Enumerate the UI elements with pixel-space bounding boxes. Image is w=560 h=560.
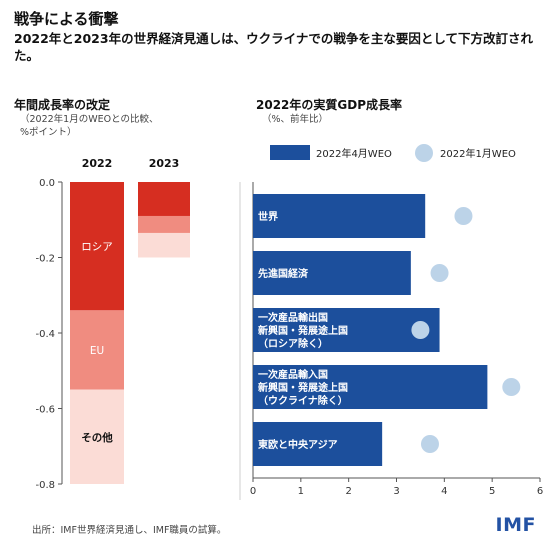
revision-bar-segment <box>70 182 124 311</box>
revision-bar-segment <box>138 232 190 258</box>
gdp-category-label-line: 世界 <box>258 210 278 223</box>
legend-label-apr: 2022年4月WEO <box>316 147 392 160</box>
segment-label: その他 <box>81 431 113 444</box>
right-x-tick-label: 3 <box>393 486 399 497</box>
gdp-category-label: 一次産品輸入国新興国・発展途上国（ウクライナ除く） <box>258 368 348 407</box>
right-x-tick-label: 4 <box>441 486 447 497</box>
left-y-tick-label: -0.2 <box>35 254 55 265</box>
gdp-dot-jan <box>420 435 439 453</box>
gdp-category-label: 一次産品輸出国新興国・発展途上国（ロシア除く） <box>258 311 348 350</box>
gdp-category-label-line: 一次産品輸入国 <box>258 368 328 381</box>
chart-subtitle: 2022年と2023年の世界経済見通しは、ウクライナでの戦争を主な要因として下方… <box>14 31 533 63</box>
gdp-category-label-line: （ロシア除く） <box>258 337 328 350</box>
right-x-tick-label: 6 <box>537 486 543 497</box>
gdp-dot-jan <box>502 378 521 396</box>
gdp-category-label-line: （ウクライナ除く） <box>258 394 348 407</box>
source-note: 出所：IMF世界経済見通し、IMF職員の試算。 <box>32 525 227 536</box>
right-x-tick-label: 1 <box>298 486 304 497</box>
left-y-tick-label: -0.4 <box>35 329 55 340</box>
gdp-category-label: 先進国経済 <box>258 267 309 280</box>
legend-label-jan: 2022年1月WEO <box>440 147 516 160</box>
segment-label: EU <box>90 345 104 357</box>
left-category-label: 2023 <box>149 157 180 170</box>
gdp-bar-apr <box>253 194 426 238</box>
gdp-dot-jan <box>430 264 449 282</box>
right-panel-title: 2022年の実質GDP成長率 <box>256 98 403 112</box>
revision-bar-segment <box>138 215 190 233</box>
legend-swatch-apr <box>270 145 310 160</box>
right-x-tick-label: 2 <box>345 486 351 497</box>
gdp-category-label-line: 東欧と中央アジア <box>258 438 338 451</box>
revision-bar-segment <box>70 389 124 484</box>
right-x-tick-label: 0 <box>250 486 256 497</box>
imf-logo: IMF <box>495 514 536 536</box>
revision-bar-segment <box>138 182 190 216</box>
legend-swatch-jan <box>415 144 433 162</box>
right-panel-subtitle: （%、前年比） <box>262 114 329 125</box>
gdp-category-label-line: 一次産品輸出国 <box>258 311 328 324</box>
left-panel-subtitle: （2022年1月のWEOとの比較、 %ポイント） <box>20 114 159 138</box>
left-y-tick-label: -0.6 <box>35 405 55 416</box>
revision-bar-segment <box>70 310 124 390</box>
gdp-category-label-line: 新興国・発展途上国 <box>258 381 348 394</box>
gdp-category-label: 世界 <box>258 210 278 223</box>
chart-title: 戦争による衝撃 <box>14 10 119 28</box>
gdp-bar-apr <box>253 422 383 466</box>
left-category-label: 2022 <box>82 157 113 170</box>
gdp-category-label-line: 新興国・発展途上国 <box>258 324 348 337</box>
right-x-tick-label: 5 <box>489 486 495 497</box>
gdp-bar-apr <box>253 308 440 352</box>
gdp-bar-apr <box>253 251 411 295</box>
gdp-dot-jan <box>454 207 473 225</box>
left-y-tick-label: -0.8 <box>35 480 55 491</box>
left-y-tick-label: 0.0 <box>39 178 55 189</box>
segment-label: ロシア <box>81 241 113 253</box>
gdp-category-label: 東欧と中央アジア <box>258 438 338 451</box>
gdp-dot-jan <box>411 321 430 339</box>
gdp-bar-apr <box>253 365 488 409</box>
left-panel-title: 年間成長率の改定 <box>14 98 111 112</box>
gdp-category-label-line: 先進国経済 <box>258 267 309 280</box>
